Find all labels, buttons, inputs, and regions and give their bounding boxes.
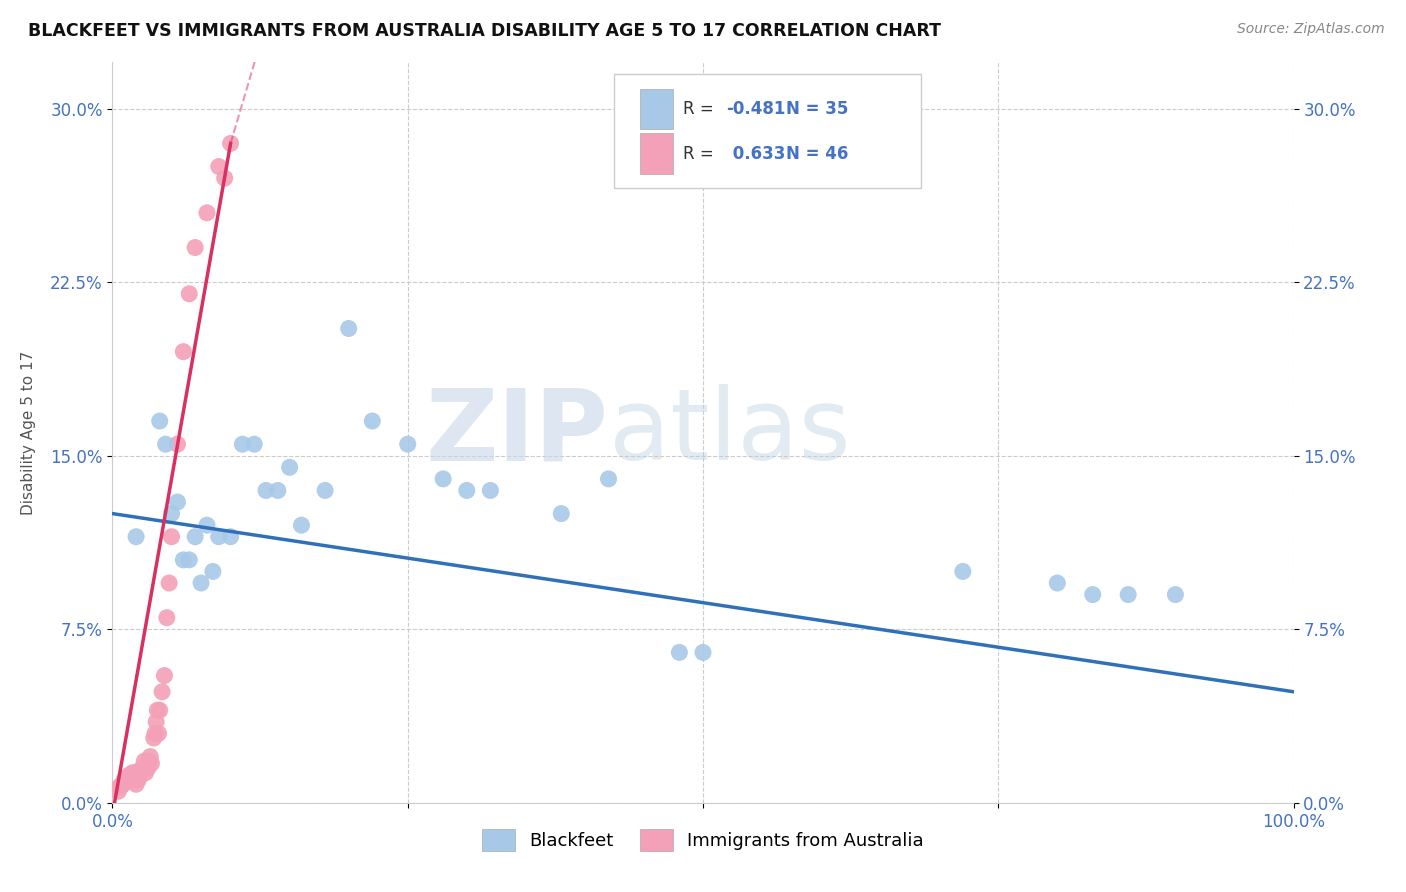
Point: [1081, 588, 1104, 602]
Point: [107, 784, 129, 798]
Point: [111, 777, 134, 791]
Point: [146, 703, 169, 717]
Point: [208, 160, 231, 174]
Point: [125, 530, 148, 544]
Point: [290, 518, 312, 533]
Point: [139, 749, 162, 764]
Point: [127, 772, 149, 787]
Point: [149, 703, 172, 717]
Text: N = 46: N = 46: [786, 145, 848, 162]
Point: [143, 726, 166, 740]
Point: [214, 171, 236, 186]
Point: [134, 754, 156, 768]
Point: [254, 483, 277, 498]
Point: [479, 483, 502, 498]
Point: [1046, 576, 1069, 591]
Point: [135, 765, 157, 780]
Point: [125, 777, 148, 791]
Point: [172, 553, 194, 567]
Point: [136, 761, 159, 775]
Y-axis label: Disability Age 5 to 17: Disability Age 5 to 17: [21, 351, 37, 515]
Point: [149, 414, 172, 428]
Point: [195, 206, 218, 220]
Point: [121, 765, 143, 780]
Point: [208, 530, 231, 544]
Text: atlas: atlas: [609, 384, 851, 481]
Point: [219, 136, 242, 151]
Point: [598, 472, 620, 486]
Point: [337, 321, 360, 335]
Point: [190, 576, 212, 591]
Point: [157, 576, 180, 591]
Point: [142, 731, 165, 745]
Point: [131, 761, 153, 775]
Point: [112, 772, 135, 787]
Point: [166, 437, 188, 451]
FancyBboxPatch shape: [614, 73, 921, 188]
Bar: [640, 133, 673, 174]
Point: [110, 780, 132, 794]
Point: [112, 777, 135, 791]
Point: [138, 754, 160, 768]
Text: BLACKFEET VS IMMIGRANTS FROM AUSTRALIA DISABILITY AGE 5 TO 17 CORRELATION CHART: BLACKFEET VS IMMIGRANTS FROM AUSTRALIA D…: [28, 22, 941, 40]
Point: [153, 668, 176, 682]
Point: [108, 780, 131, 794]
Point: [160, 507, 183, 521]
Point: [132, 761, 155, 775]
Point: [1164, 588, 1187, 602]
Text: ZIP: ZIP: [426, 384, 609, 481]
Point: [184, 530, 207, 544]
Point: [120, 768, 142, 782]
Point: [114, 772, 136, 787]
Point: [278, 460, 301, 475]
Point: [166, 495, 188, 509]
Text: R =: R =: [683, 145, 718, 162]
Point: [314, 483, 336, 498]
Point: [122, 768, 145, 782]
Point: [141, 756, 163, 771]
Point: [243, 437, 266, 451]
Point: [668, 645, 690, 659]
Point: [145, 714, 167, 729]
Point: [127, 772, 149, 787]
Legend: Blackfeet, Immigrants from Australia: Blackfeet, Immigrants from Australia: [472, 821, 934, 861]
Point: [692, 645, 714, 659]
Text: -0.481: -0.481: [727, 100, 786, 118]
Text: R =: R =: [683, 100, 718, 118]
Text: N = 35: N = 35: [786, 100, 848, 118]
Point: [172, 344, 194, 359]
Point: [115, 772, 138, 787]
Point: [201, 565, 224, 579]
Point: [156, 610, 179, 624]
Bar: [640, 88, 673, 129]
Point: [124, 765, 146, 780]
Point: [231, 437, 253, 451]
Point: [148, 726, 170, 740]
Point: [219, 530, 242, 544]
Point: [117, 772, 139, 787]
Point: [150, 685, 173, 699]
Point: [1116, 588, 1139, 602]
Point: [179, 553, 201, 567]
Point: [195, 518, 218, 533]
Point: [361, 414, 384, 428]
Point: [155, 437, 177, 451]
Point: [179, 286, 201, 301]
Point: [432, 472, 454, 486]
Point: [118, 768, 141, 782]
Point: [160, 530, 183, 544]
Point: [128, 765, 150, 780]
Text: Source: ZipAtlas.com: Source: ZipAtlas.com: [1237, 22, 1385, 37]
Point: [952, 565, 974, 579]
Point: [550, 507, 572, 521]
Point: [120, 772, 142, 787]
Text: 0.633: 0.633: [727, 145, 785, 162]
Point: [267, 483, 290, 498]
Point: [396, 437, 419, 451]
Point: [184, 240, 207, 255]
Point: [456, 483, 478, 498]
